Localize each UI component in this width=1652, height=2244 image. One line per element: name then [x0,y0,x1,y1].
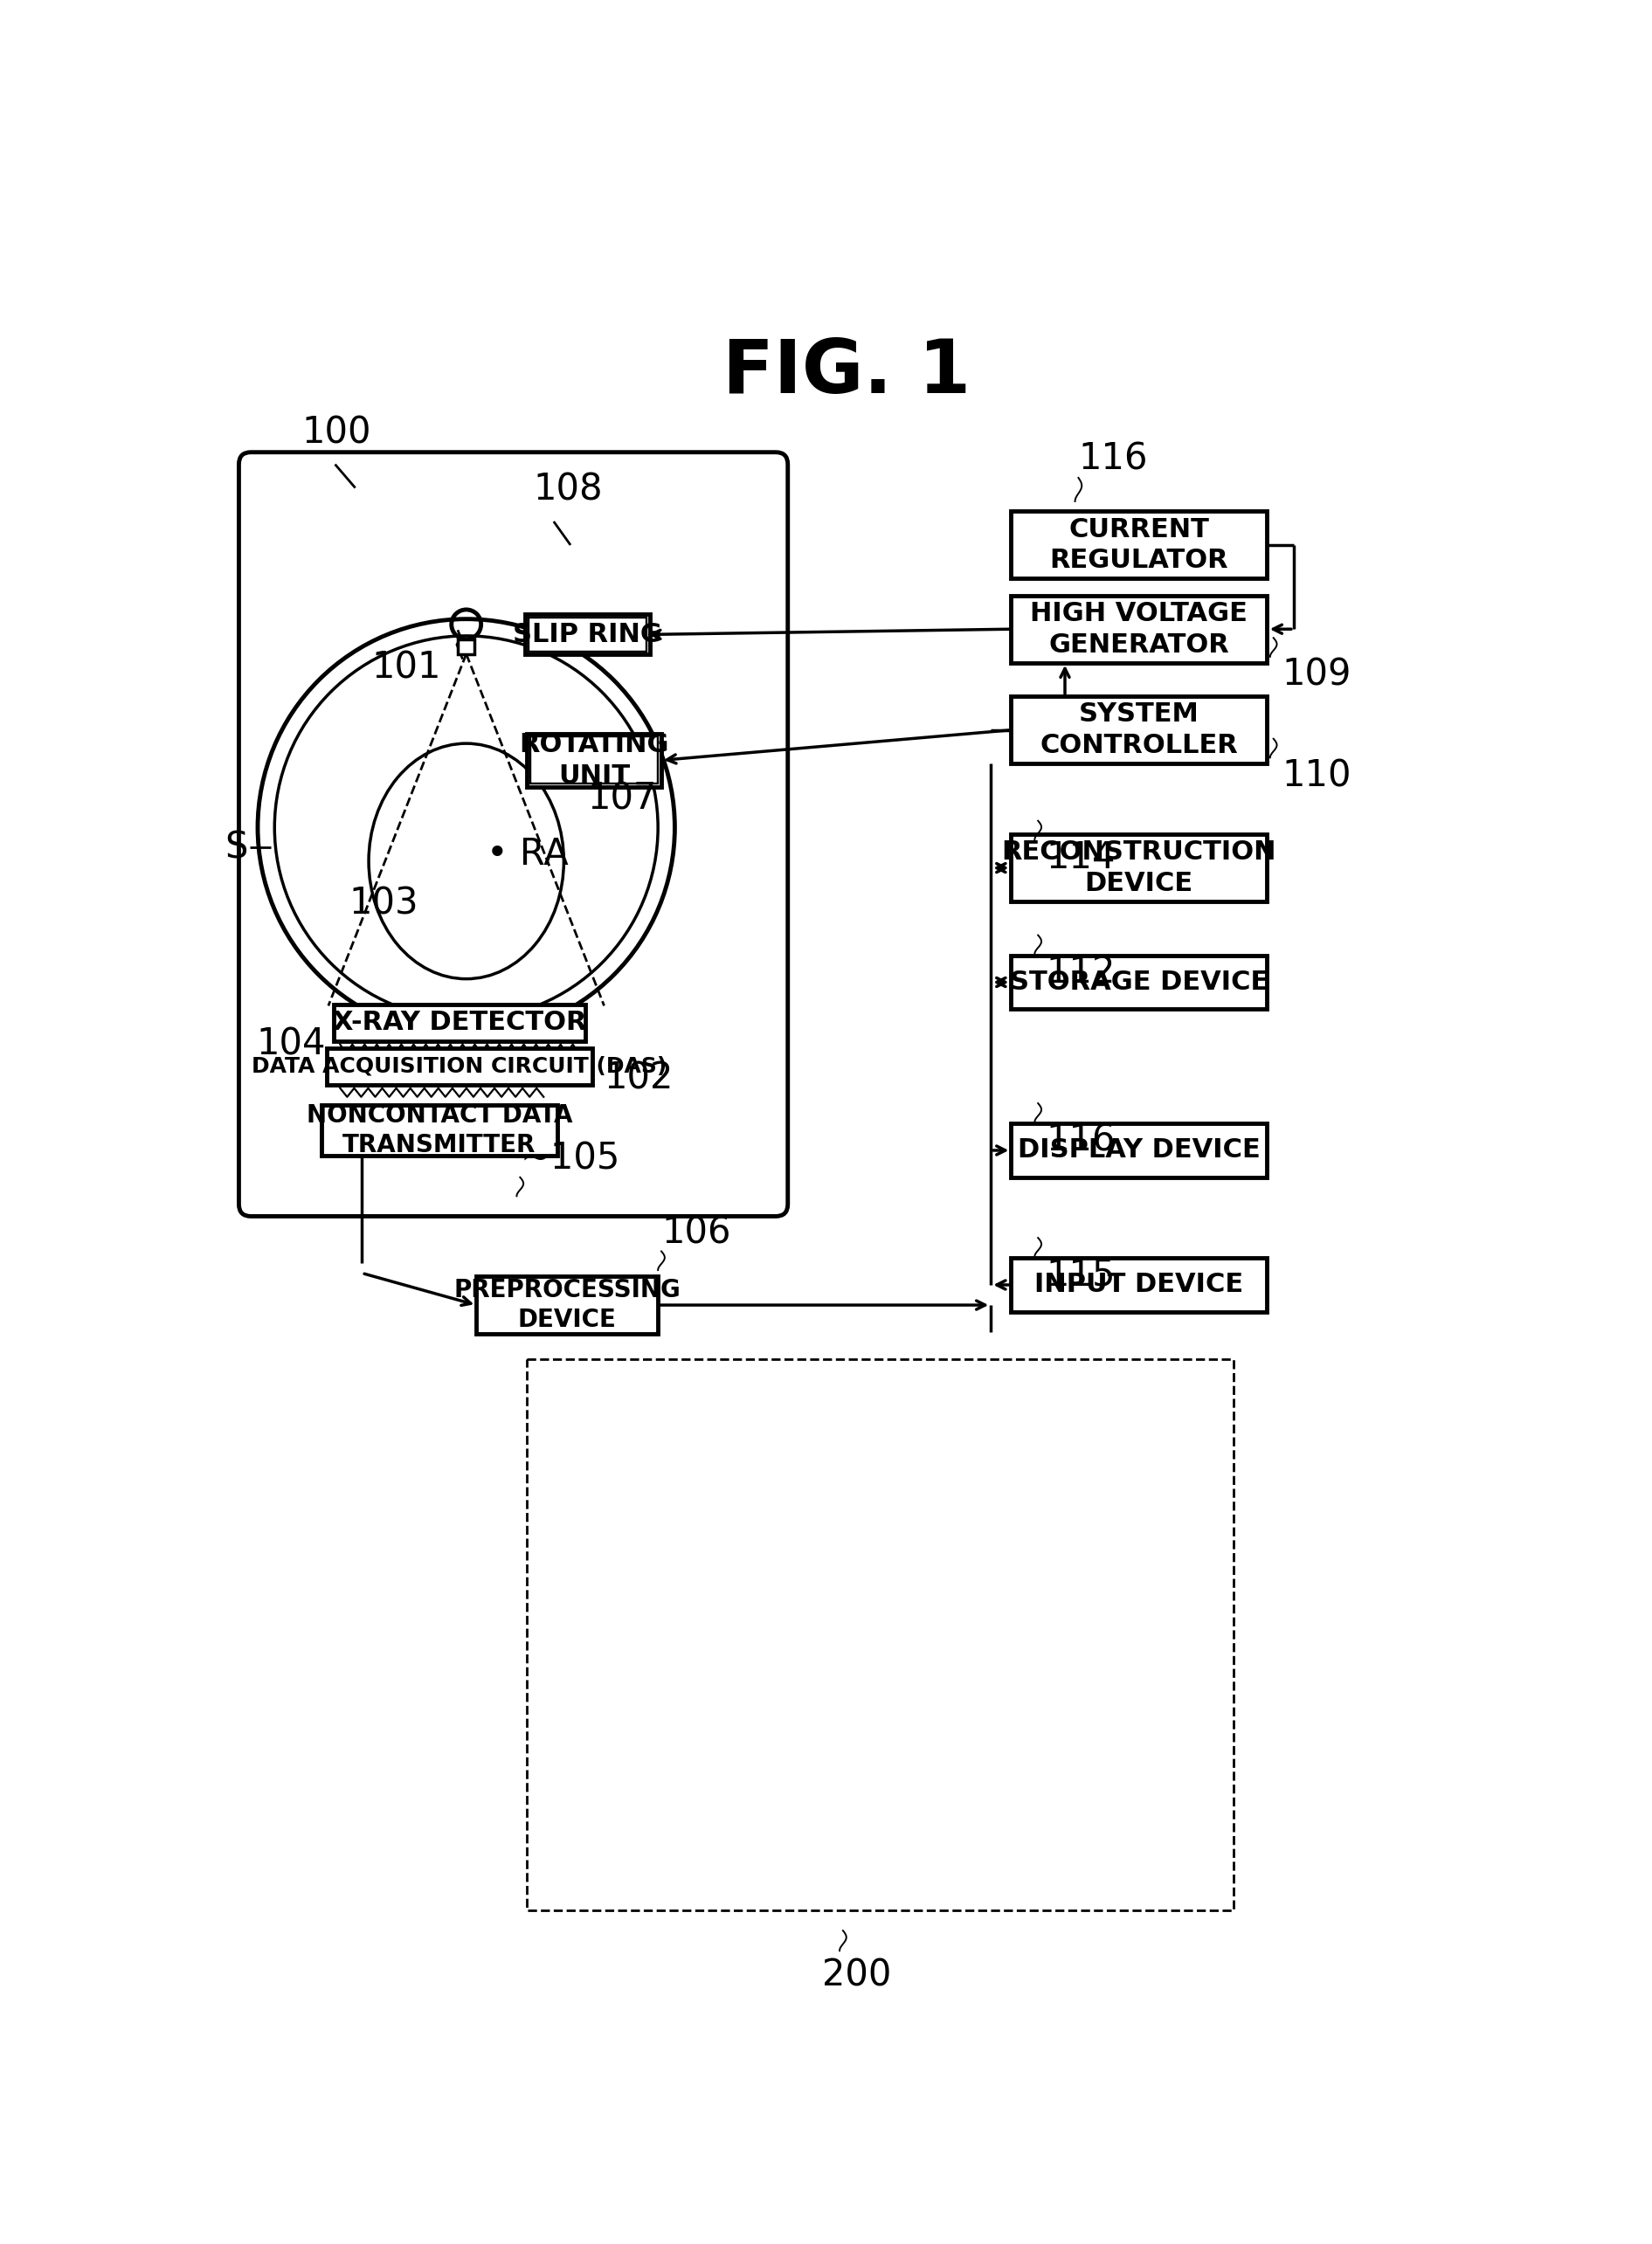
Bar [476,1277,657,1333]
Text: DISPLAY DEVICE: DISPLAY DEVICE [1018,1138,1260,1162]
Text: 103: 103 [349,884,418,922]
Text: 116: 116 [1046,1122,1115,1158]
Bar [1011,696,1267,763]
Bar [322,1104,557,1156]
Bar [1011,1259,1267,1313]
Text: NONCONTACT DATA
TRANSMITTER: NONCONTACT DATA TRANSMITTER [306,1102,572,1158]
Text: 116: 116 [1079,442,1148,478]
Text: ROTATING
UNIT: ROTATING UNIT [519,732,669,788]
FancyBboxPatch shape [240,453,788,1216]
Text: 101: 101 [372,649,441,687]
Bar [527,734,661,788]
Text: PREPROCESSING
DEVICE: PREPROCESSING DEVICE [454,1277,681,1333]
Text: RECONSTRUCTION
DEVICE: RECONSTRUCTION DEVICE [1001,839,1277,895]
Text: 114: 114 [1046,839,1115,877]
Bar [1011,1124,1267,1178]
Bar [527,1360,1232,1910]
Text: INPUT DEVICE: INPUT DEVICE [1034,1272,1244,1297]
Bar [458,640,474,653]
Text: ~105: ~105 [520,1140,620,1178]
Bar [529,617,646,651]
Text: • RA: • RA [486,837,568,873]
Text: 112: 112 [1046,954,1115,990]
Bar [1011,956,1267,1010]
Text: 100: 100 [301,415,372,451]
Text: 107: 107 [588,781,657,817]
Text: FIG. 1: FIG. 1 [722,337,970,408]
Bar [525,615,649,655]
Text: 108: 108 [534,471,603,507]
Text: 106: 106 [661,1214,730,1252]
Text: DATA ACQUISITION CIRCUIT (DAS): DATA ACQUISITION CIRCUIT (DAS) [253,1057,667,1077]
Text: 104: 104 [256,1026,325,1064]
Text: X-RAY DETECTOR: X-RAY DETECTOR [332,1010,586,1034]
Text: 110: 110 [1282,758,1351,794]
Text: STORAGE DEVICE: STORAGE DEVICE [1009,969,1269,994]
Text: CURRENT
REGULATOR: CURRENT REGULATOR [1049,516,1229,574]
Bar [1011,512,1267,579]
Text: SLIP RING: SLIP RING [512,622,662,646]
Text: 200: 200 [821,1957,890,1995]
Text: 109: 109 [1282,657,1351,693]
Text: 102: 102 [605,1059,674,1097]
Text: HIGH VOLTAGE
GENERATOR: HIGH VOLTAGE GENERATOR [1031,601,1247,657]
Text: SYSTEM
CONTROLLER: SYSTEM CONTROLLER [1039,702,1237,758]
Text: S: S [225,830,248,866]
Bar [327,1048,593,1084]
Bar [1011,595,1267,662]
Bar [334,1003,586,1041]
Bar [1011,835,1267,902]
Bar [530,736,657,783]
Text: 115: 115 [1046,1257,1115,1293]
